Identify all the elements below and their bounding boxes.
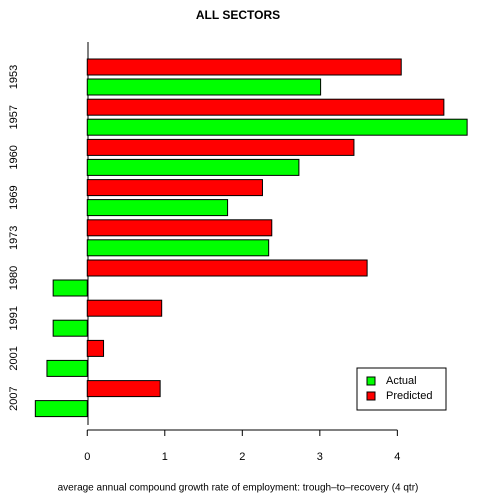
x-tick-label: 1: [162, 451, 168, 463]
bar: [86, 58, 402, 76]
bar: [86, 259, 368, 277]
bar: [86, 78, 322, 96]
y-tick-label: 2001: [8, 346, 20, 370]
legend-swatch: [366, 376, 376, 386]
y-tick-label: 1953: [8, 65, 20, 89]
x-tick-label: 2: [239, 451, 245, 463]
legend-label: Actual: [386, 375, 417, 387]
bar: [86, 179, 263, 197]
y-tick-label: 2007: [8, 386, 20, 410]
bar: [86, 239, 270, 257]
bar: [86, 299, 163, 317]
bar: [86, 339, 105, 357]
y-tick-label: 1957: [8, 105, 20, 129]
bar: [86, 219, 273, 237]
y-tick-label: 1980: [8, 266, 20, 290]
bar: [52, 319, 88, 337]
y-tick-label: 1960: [8, 145, 20, 169]
bar: [86, 380, 161, 398]
y-tick-label: 1991: [8, 306, 20, 330]
y-tick-label: 1969: [8, 185, 20, 209]
legend-box: [356, 367, 447, 411]
bar: [86, 199, 229, 217]
bar: [86, 158, 300, 176]
bar: [86, 138, 355, 156]
x-tick-label: 4: [394, 451, 400, 463]
bar: [34, 400, 88, 418]
x-axis-label: average annual compound growth rate of e…: [58, 483, 419, 494]
bar: [86, 118, 468, 136]
chart-title: ALL SECTORS: [196, 8, 280, 22]
bar: [86, 98, 445, 116]
x-tick-label: 3: [317, 451, 323, 463]
x-tick-label: 0: [84, 451, 90, 463]
legend-label: Predicted: [386, 390, 432, 402]
y-tick-label: 1973: [8, 226, 20, 250]
bar: [46, 359, 88, 377]
bar: [52, 279, 88, 297]
legend-swatch: [366, 391, 376, 401]
